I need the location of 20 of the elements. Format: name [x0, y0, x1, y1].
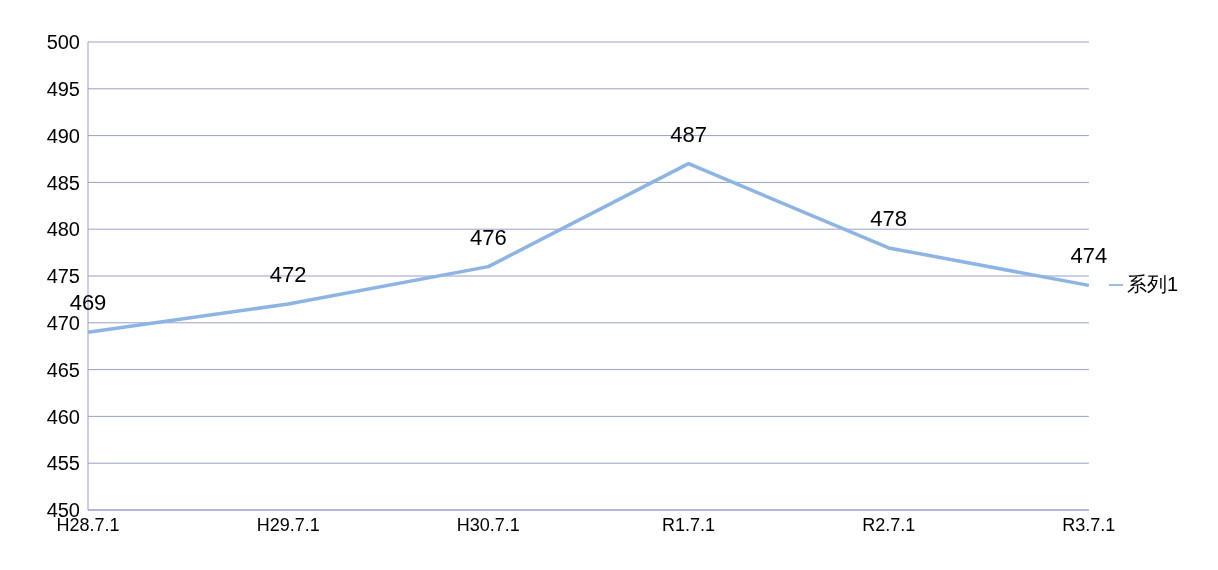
- y-tick-label: 480: [46, 218, 80, 241]
- data-label: 476: [469, 224, 507, 250]
- data-label: 478: [870, 205, 908, 231]
- data-label: 487: [670, 121, 707, 147]
- y-tick-label: 485: [46, 171, 80, 194]
- y-tick-label: 495: [46, 77, 80, 100]
- y-tick-label: 465: [46, 358, 80, 381]
- y-tick-label: 460: [46, 405, 80, 428]
- data-label: 474: [1070, 243, 1108, 269]
- legend-label: 系列1: [1126, 272, 1178, 295]
- y-tick-label: 455: [46, 452, 80, 475]
- x-tick-label: H30.7.1: [456, 514, 520, 535]
- y-tick-label: 500: [46, 31, 80, 54]
- data-label: 472: [269, 262, 307, 288]
- y-tick-label: 475: [46, 265, 80, 288]
- x-tick-label: H29.7.1: [256, 514, 320, 535]
- y-tick-label: 490: [46, 124, 80, 147]
- x-tick-label: R2.7.1: [862, 514, 916, 535]
- x-tick-label: R3.7.1: [1062, 514, 1116, 535]
- x-tick-label: R1.7.1: [662, 514, 716, 535]
